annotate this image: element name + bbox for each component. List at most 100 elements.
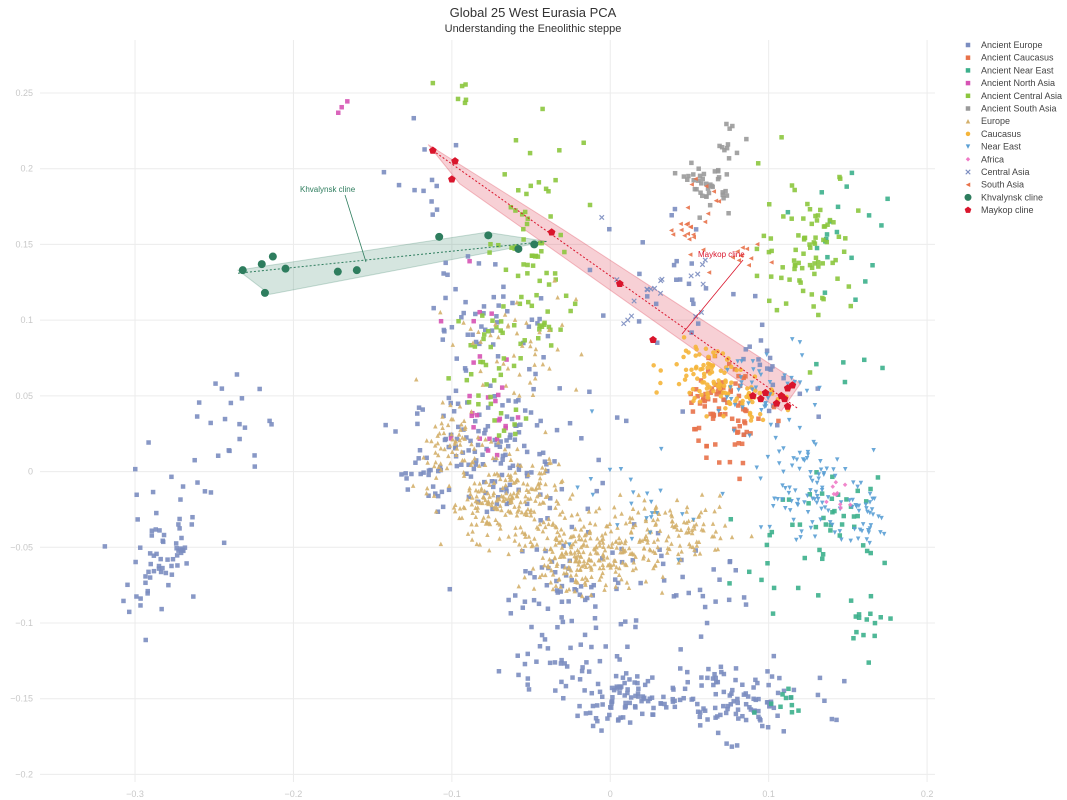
data-point	[833, 257, 838, 263]
data-point	[599, 214, 605, 221]
data-point	[543, 494, 549, 499]
data-point	[692, 186, 698, 192]
data-point	[336, 110, 341, 116]
annotation-line	[344, 194, 367, 263]
legend-item[interactable]: Africa	[965, 154, 1004, 164]
data-point	[692, 551, 698, 557]
data-point	[705, 675, 710, 681]
data-point	[787, 508, 793, 513]
data-point	[720, 190, 725, 195]
data-point	[783, 505, 788, 511]
data-point	[871, 448, 876, 453]
data-point	[731, 291, 736, 297]
data-point	[724, 395, 730, 400]
data-point	[683, 348, 689, 353]
data-point	[623, 538, 628, 543]
data-point	[821, 472, 827, 478]
cline-point	[448, 175, 456, 183]
data-point	[795, 585, 801, 591]
data-point	[735, 700, 740, 706]
data-point	[525, 271, 530, 276]
data-point	[851, 635, 856, 641]
data-point	[653, 505, 658, 511]
data-point	[697, 399, 703, 404]
data-point	[519, 547, 524, 552]
data-point	[513, 479, 518, 485]
legend-item[interactable]: Ancient Europe	[965, 40, 1043, 50]
data-point	[732, 402, 738, 408]
legend-item[interactable]: Ancient Central Asia	[965, 91, 1062, 101]
data-point	[586, 556, 592, 561]
data-point	[505, 366, 511, 371]
legend-item[interactable]: Central Asia	[965, 167, 1030, 177]
legend-item[interactable]: Ancient Near East	[965, 65, 1054, 75]
data-point	[766, 249, 772, 255]
data-point	[698, 634, 704, 639]
data-point	[684, 509, 689, 514]
data-point	[736, 258, 742, 263]
data-point	[463, 368, 469, 373]
data-point	[615, 580, 621, 586]
legend[interactable]: Ancient Europe Ancient Caucasus Ancient Ne…	[964, 40, 1063, 215]
data-point	[490, 499, 495, 505]
legend-item[interactable]: Europe	[965, 116, 1010, 126]
legend-marker	[965, 118, 971, 124]
data-point	[552, 482, 557, 488]
data-point	[536, 482, 541, 487]
legend-item[interactable]: Caucasus	[965, 129, 1022, 139]
data-point	[856, 508, 862, 514]
data-point	[590, 723, 596, 729]
cline-point	[788, 381, 797, 389]
data-point	[502, 312, 508, 317]
data-point	[824, 499, 829, 505]
data-point	[595, 718, 600, 724]
legend-item[interactable]: Ancient Caucasus	[965, 53, 1054, 63]
data-point	[817, 547, 822, 553]
data-point	[629, 530, 634, 535]
legend-item[interactable]: Maykop cline	[964, 205, 1034, 215]
data-point	[664, 537, 669, 543]
data-point	[625, 644, 630, 650]
data-point	[743, 701, 749, 707]
data-point	[674, 277, 679, 282]
data-point	[717, 493, 723, 498]
data-point	[740, 245, 745, 250]
legend-item[interactable]: Khvalynsk cline	[964, 192, 1044, 202]
data-point	[713, 715, 718, 720]
data-point	[727, 693, 733, 698]
data-point	[507, 451, 512, 457]
data-point	[151, 553, 157, 558]
data-point	[837, 529, 843, 534]
legend-item[interactable]: Near East	[965, 142, 1022, 152]
data-point	[555, 624, 560, 630]
data-point	[534, 542, 540, 547]
data-point	[734, 150, 740, 156]
data-point	[560, 509, 565, 514]
x-tick-label: −0.1	[443, 789, 461, 799]
data-point	[741, 375, 746, 381]
data-point	[789, 499, 794, 504]
legend-item[interactable]: Ancient North Asia	[965, 78, 1055, 88]
data-point	[503, 482, 508, 488]
data-point	[821, 224, 827, 229]
data-point	[607, 467, 613, 473]
data-point	[699, 261, 706, 268]
data-point	[570, 675, 575, 680]
data-point	[564, 664, 570, 669]
data-point	[636, 492, 641, 498]
data-point	[767, 532, 772, 538]
data-point	[526, 687, 532, 692]
data-point	[600, 570, 605, 576]
data-point	[870, 512, 876, 517]
legend-item[interactable]: Ancient South Asia	[965, 104, 1057, 114]
data-point	[674, 258, 679, 264]
data-point	[597, 543, 603, 548]
data-point	[563, 683, 569, 689]
data-point	[648, 286, 654, 292]
data-point	[477, 542, 483, 547]
data-point	[771, 705, 777, 711]
legend-item[interactable]: South Asia	[965, 180, 1024, 190]
data-point	[684, 373, 689, 379]
data-point	[665, 550, 670, 555]
data-point	[837, 176, 843, 181]
